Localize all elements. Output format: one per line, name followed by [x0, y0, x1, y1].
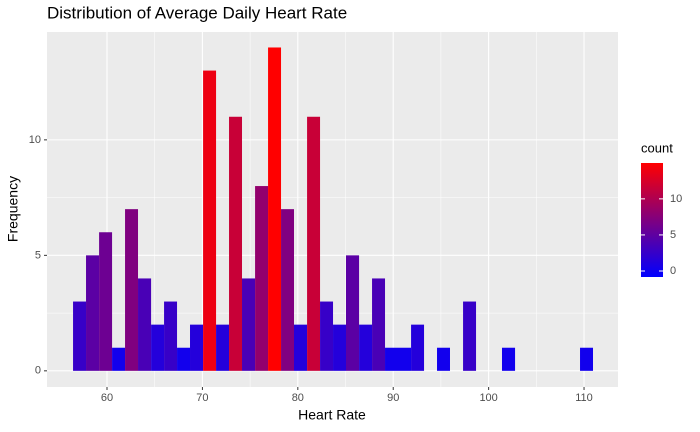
bar: [580, 347, 594, 371]
y-tick-label: 0: [35, 365, 41, 377]
x-axis-title: Heart Rate: [298, 407, 366, 423]
x-tick-label: 60: [101, 392, 113, 404]
bar: [190, 324, 204, 371]
bar: [411, 324, 425, 371]
bar: [255, 186, 269, 371]
bar: [151, 324, 165, 371]
bar: [372, 278, 386, 371]
bar: [437, 347, 450, 371]
y-tick-label: 5: [35, 249, 41, 261]
bar: [73, 301, 87, 371]
bar: [268, 47, 282, 371]
bar: [99, 232, 113, 371]
legend-title: count: [641, 140, 673, 155]
y-tick-label: 10: [29, 134, 41, 146]
bar: [294, 324, 308, 371]
bar: [112, 347, 126, 371]
y-axis-title: Frequency: [5, 176, 21, 242]
bar: [359, 324, 373, 371]
bar: [216, 324, 230, 371]
bar: [86, 255, 100, 371]
bar: [397, 347, 412, 371]
legend-colorbar: [641, 163, 663, 277]
bar: [345, 255, 360, 371]
x-tick-label: 70: [196, 392, 208, 404]
chart-title: Distribution of Average Daily Heart Rate: [47, 3, 347, 22]
bar: [320, 301, 334, 371]
x-tick-label: 90: [387, 392, 399, 404]
bar: [125, 209, 139, 371]
bar: [501, 347, 516, 371]
bar: [385, 347, 398, 371]
legend-label: 0: [670, 265, 676, 277]
legend-label: 10: [670, 193, 682, 205]
bar: [463, 301, 477, 371]
bar: [229, 116, 243, 371]
bar: [281, 209, 295, 371]
bar: [138, 278, 152, 371]
x-tick-label: 100: [479, 392, 497, 404]
bar: [203, 70, 217, 371]
bar: [333, 324, 346, 371]
bar: [177, 347, 191, 371]
bar: [164, 301, 178, 371]
x-tick-label: 80: [292, 392, 304, 404]
bar: [242, 278, 256, 371]
legend-label: 5: [670, 229, 676, 241]
bar: [307, 116, 321, 371]
x-tick-label: 110: [575, 392, 593, 404]
